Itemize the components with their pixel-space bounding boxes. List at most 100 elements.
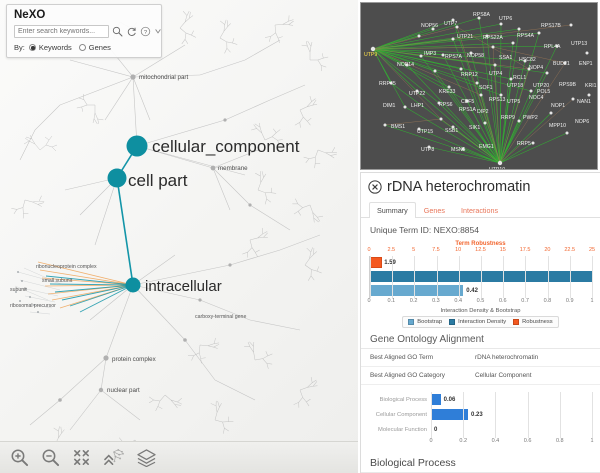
robustness-top-tick: 5 <box>412 247 416 253</box>
go-chart-gridline <box>463 392 465 438</box>
svg-text:UTP18: UTP18 <box>507 83 523 89</box>
network-label-cluster-b: subunit <box>10 287 27 293</box>
svg-text:RPS4A: RPS4A <box>517 33 535 39</box>
go-bar-row-cc: Cellular Component 0.23 <box>369 407 592 422</box>
close-icon[interactable] <box>368 180 382 194</box>
robustness-top-tick: 0 <box>367 247 371 253</box>
robustness-bottom-tick: 0.9 <box>565 298 574 304</box>
network-label-protein-complex: protein complex <box>112 356 157 363</box>
radio-keywords-dot <box>28 44 36 51</box>
legend-robustness: Robustness <box>513 319 553 325</box>
go-bar-row-mf: Molecular Function 0 <box>369 422 592 437</box>
zoom-in-icon[interactable] <box>10 448 29 467</box>
svg-text:RRP12: RRP12 <box>461 72 478 78</box>
unique-term-id: Unique Term ID: NEXO:8854 <box>370 225 479 235</box>
tab-interactions[interactable]: Interactions <box>460 206 499 215</box>
svg-text:BUD21: BUD21 <box>553 61 570 67</box>
svg-text:RPS13: RPS13 <box>489 97 506 103</box>
radio-keywords[interactable]: Keywords <box>28 43 72 52</box>
svg-text:NOP6: NOP6 <box>575 119 589 125</box>
go-row-category: Best Aligned GO Category Cellular Compon… <box>361 367 600 385</box>
svg-text:UTP9: UTP9 <box>364 52 377 58</box>
robustness-top-tick: 20 <box>544 247 551 253</box>
robustness-gridline <box>503 256 505 298</box>
robustness-bottom-tick: 1 <box>590 298 594 304</box>
gene-network-svg[interactable]: UTP9 UTP10 NOP56 UTP7 RPS8A UTP6 RPS17B UTP2… <box>361 3 598 170</box>
robustness-gridline <box>392 256 394 298</box>
go-bar-label-bp: Biological Process <box>379 396 427 403</box>
svg-text:SSA1: SSA1 <box>499 55 512 61</box>
bar-robustness-value: 1.59 <box>384 259 396 266</box>
help-icon[interactable]: ? <box>140 26 151 37</box>
svg-text:UTP15: UTP15 <box>417 129 433 135</box>
radio-genes[interactable]: Genes <box>78 43 111 52</box>
svg-text:HSC82: HSC82 <box>519 57 536 63</box>
go-bar-value-cc: 0.23 <box>471 411 483 418</box>
svg-text:UTP6: UTP6 <box>499 16 512 22</box>
network-node-cellular-component[interactable] <box>126 135 148 157</box>
network-node-cell-part[interactable] <box>107 168 127 188</box>
robustness-top-tick: 15 <box>499 247 506 253</box>
layers-icon[interactable] <box>136 448 157 468</box>
svg-text:KRE33: KRE33 <box>439 89 456 95</box>
chevron-down-icon[interactable] <box>154 26 162 37</box>
search-panel[interactable]: NeXO ? By: Keywor <box>6 4 162 58</box>
tab-genes[interactable]: Genes <box>423 206 445 215</box>
go-alignment-chart: Biological Process 0.06 Cellular Compone… <box>369 392 594 452</box>
svg-text:ENP1: ENP1 <box>579 61 593 67</box>
svg-text:RRP5: RRP5 <box>517 141 531 147</box>
svg-text:RPS6: RPS6 <box>439 102 453 108</box>
ontology-network-svg[interactable]: mitochondrial part membrane protein comp… <box>0 0 358 473</box>
refresh-icon[interactable] <box>126 26 137 37</box>
go-row-category-key: Best Aligned GO Category <box>370 372 445 379</box>
network-toolbar[interactable] <box>0 441 358 473</box>
network-label-cluster-c: ribosomal precursor <box>10 303 56 309</box>
svg-text:DIP2: DIP2 <box>477 109 489 115</box>
legend-interaction-density: Interaction Density <box>449 319 506 325</box>
legend-interaction-density-label: Interaction Density <box>458 319 507 325</box>
radio-keywords-label: Keywords <box>38 43 72 52</box>
zoom-out-icon[interactable] <box>41 448 60 467</box>
go-bar-bp <box>431 394 441 405</box>
network-label-mitochondrial-part: mitochondrial part <box>139 74 188 81</box>
robustness-legend: Bootstrap Interaction Density Robustness <box>402 316 559 328</box>
robustness-bottom-tick: 0.7 <box>521 298 529 304</box>
svg-text:RPS7A: RPS7A <box>445 54 463 60</box>
svg-text:UTP5: UTP5 <box>507 99 520 105</box>
go-section-title: Gene Ontology Alignment <box>361 334 600 349</box>
network-node-intracellular[interactable] <box>125 277 141 293</box>
search-input[interactable] <box>14 25 109 38</box>
robustness-gridline <box>592 256 593 298</box>
svg-text:NOP58: NOP58 <box>467 53 484 59</box>
svg-text:POL5: POL5 <box>537 89 550 95</box>
legend-interaction-density-swatch <box>449 319 456 325</box>
detail-tabs[interactable]: Summary Genes Interactions <box>361 201 600 218</box>
robustness-top-tick: 7.5 <box>432 247 440 253</box>
legend-robustness-label: Robustness <box>522 319 553 325</box>
svg-text:UTP7: UTP7 <box>444 21 457 27</box>
robustness-gridline <box>370 256 371 298</box>
svg-text:UTP8: UTP8 <box>421 147 434 153</box>
gene-interaction-network[interactable]: UTP9 UTP10 NOP56 UTP7 RPS8A UTP6 RPS17B UTP2… <box>360 2 598 170</box>
robustness-gridline <box>547 256 549 298</box>
svg-text:SSB1: SSB1 <box>445 128 458 134</box>
svg-text:CBF5: CBF5 <box>461 99 474 105</box>
search-icon[interactable] <box>112 26 123 37</box>
svg-text:DIM1: DIM1 <box>383 103 396 109</box>
app-title: NeXO <box>14 9 46 21</box>
network-label-nuclear-part: nuclear part <box>107 387 140 394</box>
fit-to-screen-icon[interactable] <box>72 448 91 467</box>
detail-header: rDNA heterochromatin <box>361 173 600 197</box>
go-bar-track-mf: 0 <box>431 422 592 437</box>
tab-summary[interactable]: Summary <box>369 202 416 218</box>
network-label-intracellular: intracellular <box>145 278 222 295</box>
svg-text:KRI1: KRI1 <box>585 83 597 89</box>
svg-text:RPL4A: RPL4A <box>544 44 561 50</box>
robustness-bottom-axis: 0 0.1 0.2 0.3 0.4 0.5 0.6 0.7 0.8 0.9 1 <box>367 298 594 307</box>
ontology-network-canvas[interactable]: mitochondrial part membrane protein comp… <box>0 0 358 473</box>
radio-genes-dot <box>78 44 86 51</box>
robustness-gridline <box>414 256 416 298</box>
svg-text:?: ? <box>144 30 148 36</box>
robustness-top-tick: 2.5 <box>387 247 396 253</box>
collapse-icon[interactable] <box>103 448 124 467</box>
